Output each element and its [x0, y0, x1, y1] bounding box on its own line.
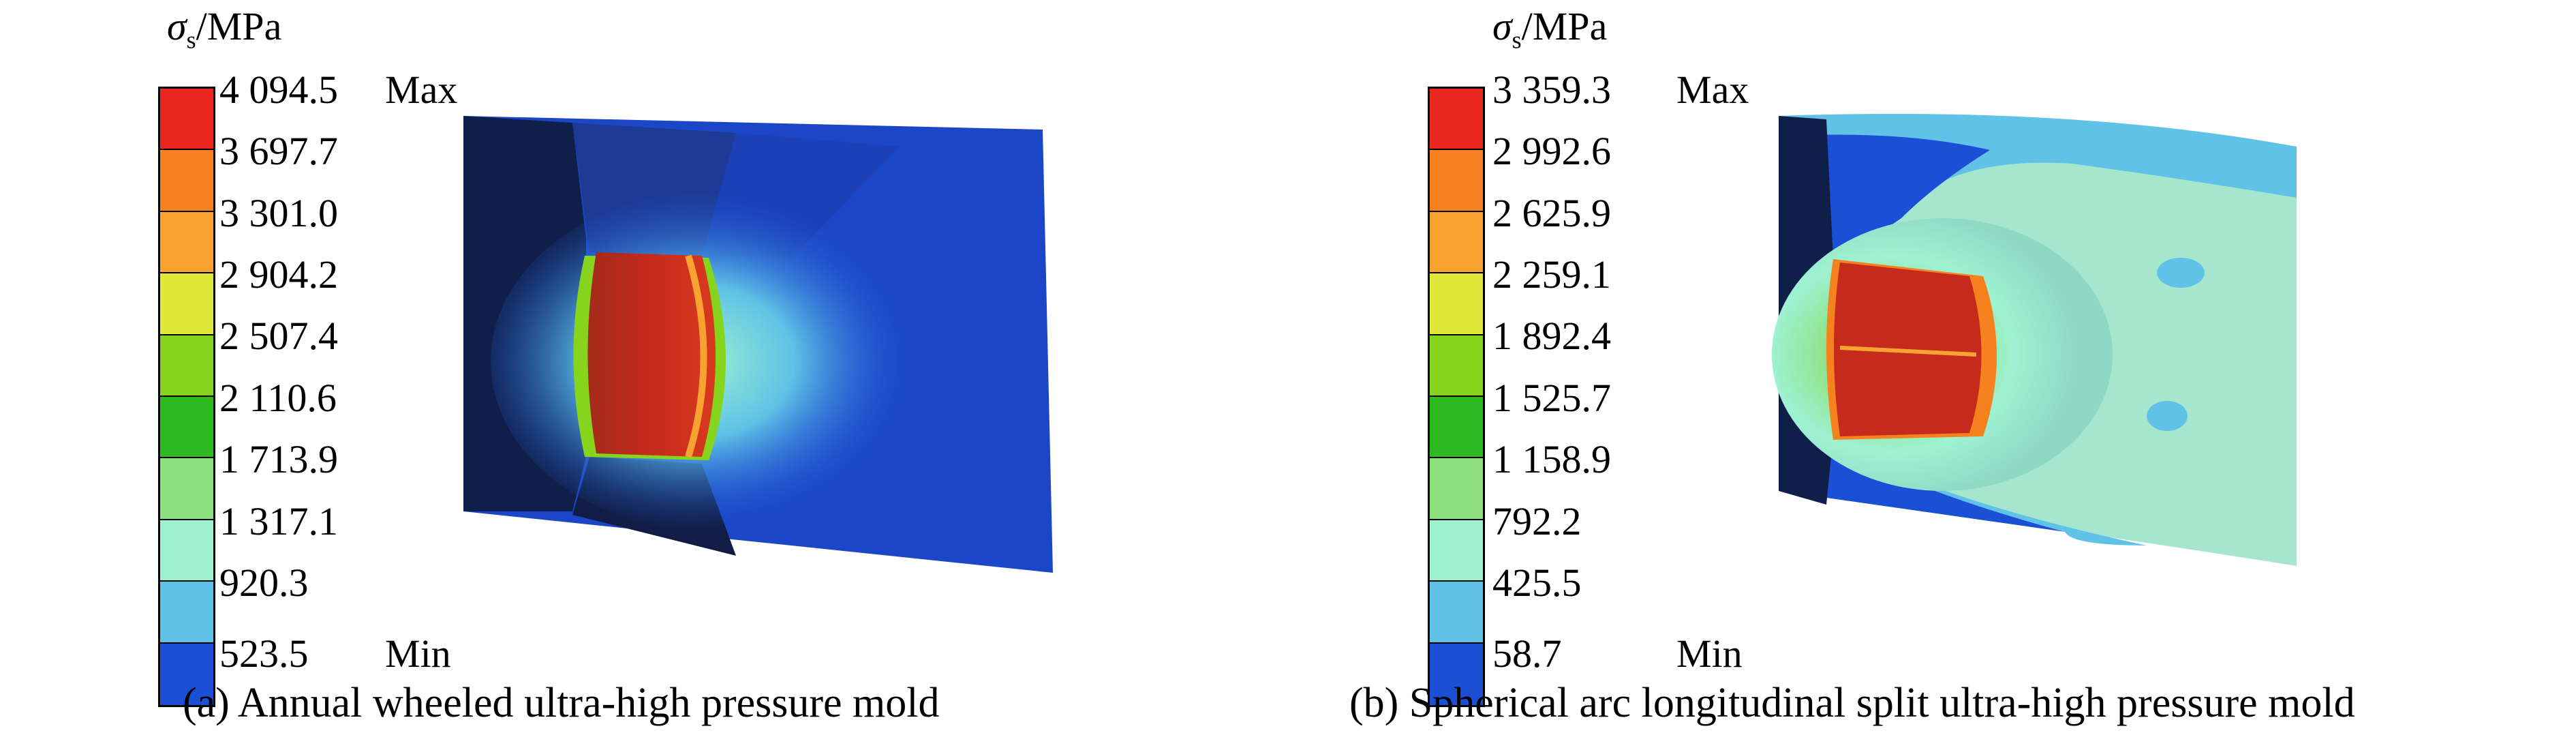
colorbar-swatch	[160, 150, 213, 212]
panel-b: σs/MPa 3 359.3 2 992.6 2 625.9 2 259.1 1…	[1288, 0, 2576, 733]
colorbar-tick-label: 1 892.4	[1492, 314, 1611, 358]
max-label: Max	[1676, 68, 1749, 112]
colorbar-swatch	[1430, 335, 1483, 397]
colorbar-swatch	[1430, 458, 1483, 520]
min-label: Min	[385, 631, 451, 676]
colorbar-swatch	[1430, 89, 1483, 151]
colorbar-swatch	[160, 89, 213, 151]
colorbar-swatch	[1430, 520, 1483, 582]
colorbar-swatch	[1430, 150, 1483, 212]
colorbar-tick-label: 1 158.9	[1492, 437, 1611, 481]
low-stress-island	[2147, 401, 2188, 431]
colorbar-tick-label: 2 904.2	[219, 252, 338, 297]
min-label: Min	[1676, 631, 1743, 676]
colorbar-tick-label: 1 525.7	[1492, 376, 1611, 420]
colorbar-swatch	[160, 582, 213, 644]
colorbar-swatch	[1430, 211, 1483, 274]
colorbar-swatch	[160, 458, 213, 520]
colorbar-tick-label: 3 697.7	[219, 129, 338, 173]
colorbar	[1428, 87, 1485, 707]
colorbar-tick-label: 2 110.6	[219, 376, 337, 420]
panel-a: σs/MPa 4 094.5 3 697.7 3 301.0 2 904.2 2…	[158, 4, 1053, 726]
colorbar-tick-label: 1 713.9	[219, 437, 338, 481]
stress-contour-model-a	[463, 116, 1053, 573]
colorbar-tick-label: 58.7	[1492, 631, 1562, 676]
colorbar-swatch	[160, 335, 213, 397]
colorbar-swatch	[160, 273, 213, 335]
anvil-edge-highlight	[685, 254, 707, 458]
max-label: Max	[385, 68, 458, 112]
colorbar-tick-label: 1 317.1	[219, 499, 338, 543]
caption: (a) Annual wheeled ultra-high pressure m…	[183, 680, 940, 726]
colorbar-tick-label: 2 507.4	[219, 314, 338, 358]
split-line	[1839, 346, 1977, 357]
colorbar-tick-label: 2 625.9	[1492, 191, 1611, 235]
colorbar-tick-label: 4 094.5	[219, 68, 338, 112]
colorbar-swatch	[1430, 273, 1483, 335]
colorbar-tick-label: 523.5	[219, 631, 309, 676]
anvil-core	[587, 252, 716, 457]
legend-title: σs/MPa	[1492, 4, 1608, 54]
colorbar-tick-label: 3 359.3	[1492, 68, 1611, 112]
colorbar-swatch	[1430, 643, 1483, 705]
colorbar-swatch	[160, 396, 213, 459]
colorbar-tick-label: 2 259.1	[1492, 252, 1611, 297]
colorbar-swatch	[160, 643, 213, 705]
colorbar-tick-label: 920.3	[219, 560, 309, 605]
caption: (b) Spherical arc longitudinal split ult…	[1349, 680, 2355, 726]
legend-title: σs/MPa	[167, 4, 282, 54]
colorbar-tick-label: 425.5	[1492, 560, 1582, 605]
colorbar	[158, 87, 215, 707]
low-stress-island	[2157, 258, 2205, 288]
colorbar-tick-label: 792.2	[1492, 499, 1582, 543]
colorbar-tick-label: 2 992.6	[1492, 129, 1611, 173]
colorbar-swatch	[160, 520, 213, 582]
colorbar-swatch	[160, 211, 213, 274]
colorbar-swatch	[1430, 396, 1483, 459]
stress-contour-model-b	[1772, 114, 2297, 566]
colorbar-tick-label: 3 301.0	[219, 191, 338, 235]
colorbar-swatch	[1430, 582, 1483, 644]
